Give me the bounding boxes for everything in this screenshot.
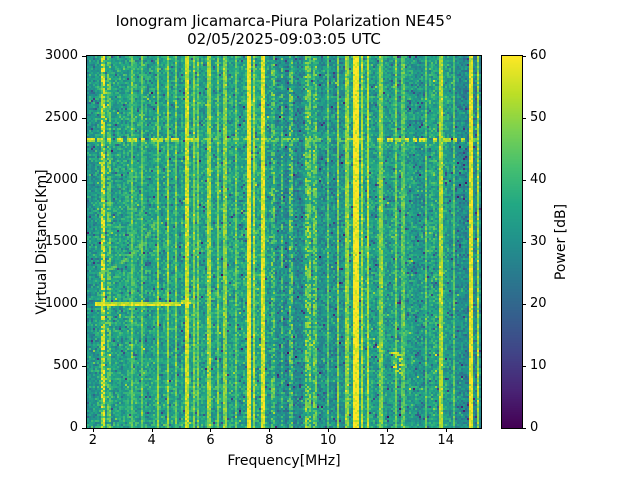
x-tick-label: 2 [88, 433, 98, 448]
x-tick-label: 10 [319, 433, 337, 448]
y-tick-label: 1000 [44, 296, 78, 311]
colorbar-tick-mark [522, 428, 526, 429]
colorbar-tick-label: 50 [530, 110, 547, 125]
colorbar-tick-mark [522, 304, 526, 305]
x-tick-mark [92, 428, 94, 432]
y-tick-mark [82, 242, 86, 243]
y-tick-label: 0 [69, 420, 78, 435]
y-tick-mark [82, 118, 86, 119]
colorbar-tick-label: 40 [530, 172, 547, 187]
y-tick-mark [82, 56, 86, 57]
colorbar-tick-label: 60 [530, 48, 547, 63]
x-tick-mark [328, 428, 330, 432]
x-tick-label: 8 [265, 433, 274, 448]
x-tick-label: 6 [206, 433, 215, 448]
x-tick-mark [210, 428, 212, 432]
colorbar-gradient [502, 56, 522, 428]
y-tick-mark [82, 304, 86, 305]
x-tick-label: 14 [437, 433, 454, 448]
y-tick-mark [82, 366, 86, 367]
chart-title-line2: 02/05/2025-09:03:05 UTC [187, 30, 381, 48]
y-tick-mark [82, 180, 86, 181]
chart-title: Ionogram Jicamarca-Piura Polarization NE… [87, 12, 481, 48]
y-tick-label: 2000 [44, 172, 78, 187]
y-tick-label: 2500 [44, 110, 78, 125]
x-tick-mark [151, 428, 153, 432]
x-tick-mark [269, 428, 271, 432]
colorbar-tick-label: 20 [530, 296, 547, 311]
colorbar-tick-mark [522, 180, 526, 181]
colorbar-tick-mark [522, 56, 526, 57]
x-tick-label: 12 [378, 433, 396, 448]
colorbar-tick-mark [522, 118, 526, 119]
x-axis-label: Frequency[MHz] [227, 453, 341, 469]
x-tick-mark [386, 428, 388, 432]
colorbar-tick-mark [522, 242, 526, 243]
y-tick-mark [82, 428, 86, 429]
colorbar-tick-label: 30 [530, 234, 547, 249]
x-tick-label: 4 [147, 433, 156, 448]
y-tick-label: 3000 [44, 48, 78, 63]
ionogram-heatmap [87, 56, 481, 428]
x-tick-mark [445, 428, 447, 432]
y-tick-label: 500 [53, 358, 78, 373]
colorbar-tick-label: 0 [530, 420, 539, 435]
colorbar-tick-label: 10 [530, 358, 547, 373]
colorbar-tick-mark [522, 366, 526, 367]
chart-title-line1: Ionogram Jicamarca-Piura Polarization NE… [115, 12, 453, 30]
y-tick-label: 1500 [44, 234, 78, 249]
